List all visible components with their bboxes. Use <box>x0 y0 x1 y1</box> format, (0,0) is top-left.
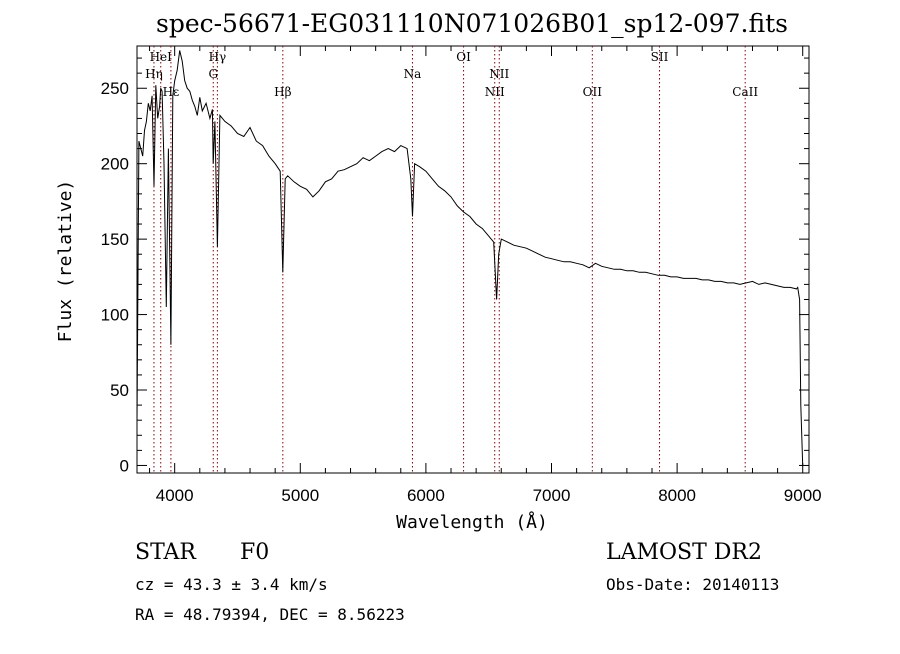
line-label-1: HeI <box>150 50 173 64</box>
redshift-cz: cz = 43.3 ± 3.4 km/s <box>135 575 328 594</box>
spectrum-line <box>136 50 804 466</box>
line-label-2: Hε <box>163 85 180 99</box>
x-axis-label: Wavelength (Å) <box>396 511 548 533</box>
x-tick-label-5: 9000 <box>784 486 822 505</box>
x-tick-label-2: 6000 <box>407 486 445 505</box>
object-class: STAR <box>135 540 197 565</box>
line-label-7: OI <box>456 50 471 64</box>
y-tick-label-2: 100 <box>101 306 129 325</box>
chart-title: spec-56671-EG031110N071026B01_sp12-097.f… <box>156 9 788 38</box>
line-label-3: Hγ <box>209 50 227 64</box>
line-label-11: SII <box>651 50 669 64</box>
line-label-6: Na <box>404 67 422 81</box>
line-label-0: Hη <box>145 67 163 81</box>
spectral-line-markers: Hη HeI Hε Hγ G Hβ Na OI NII NII OII SII CaII <box>145 46 758 473</box>
y-tick-label-1: 50 <box>110 381 129 400</box>
y-axis-label: Flux (relative) <box>55 180 76 343</box>
line-label-5: Hβ <box>274 85 291 99</box>
x-tick-label-3: 7000 <box>533 486 571 505</box>
y-tick-label-4: 200 <box>101 155 129 174</box>
survey-name: LAMOST DR2 <box>606 540 762 565</box>
obs-date: Obs-Date: 20140113 <box>606 575 779 594</box>
x-tick-label-4: 8000 <box>658 486 696 505</box>
line-label-12: CaII <box>732 85 758 99</box>
y-tick-label-0: 0 <box>120 456 129 475</box>
y-tick-label-3: 150 <box>101 230 129 249</box>
spectral-subclass: F0 <box>240 540 269 565</box>
line-label-10: OII <box>583 85 603 99</box>
line-label-4: G <box>208 67 218 81</box>
y-tick-label-5: 250 <box>101 79 129 98</box>
plot-frame <box>136 45 810 474</box>
x-tick-label-1: 5000 <box>281 486 319 505</box>
x-tick-label-0: 4000 <box>156 486 194 505</box>
axis-ticks: 4000 5000 6000 7000 8000 9000 0 50 100 150 200 250 <box>101 46 822 505</box>
line-label-9: NII <box>489 67 509 81</box>
spectrum-series <box>136 50 804 466</box>
line-label-8: NII <box>485 85 505 99</box>
coordinates: RA = 48.79394, DEC = 8.56223 <box>135 605 405 624</box>
